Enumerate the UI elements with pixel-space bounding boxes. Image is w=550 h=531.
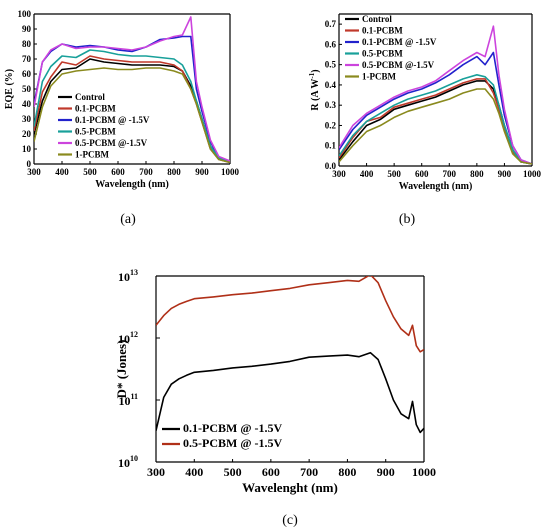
legend-label: 0.5-PCBM — [75, 127, 116, 137]
x-tick-label: 500 — [224, 465, 242, 479]
x-tick-label: 500 — [387, 169, 401, 179]
y-tick-label: 100 — [18, 9, 32, 19]
x-axis-title: Wavelength (nm) — [95, 179, 169, 190]
series-line-1-pcbm — [34, 67, 230, 164]
y-tick-label: 70 — [22, 54, 32, 64]
y-tick-label: 80 — [22, 39, 32, 49]
legend-label: 0.5-PCBM @ -1.5V — [183, 436, 282, 450]
x-tick-label: 700 — [443, 169, 457, 179]
x-tick-label: 600 — [415, 169, 429, 179]
y-tick-label: 0.2 — [325, 120, 337, 130]
chart-panel-a: 300 400 500 600 700 800 900 1000 0 10 20 30 40 50 60 70… — [4, 9, 240, 190]
y-tick-label: 30 — [22, 114, 32, 124]
legend-label: 0.5-PCBM — [362, 49, 403, 59]
x-tick-label: 300 — [332, 169, 346, 179]
y-tick-label: 1010 — [118, 454, 138, 470]
series-line-0-1-pcbm-1-5v — [339, 51, 532, 165]
y-tick-label: 60 — [22, 69, 32, 79]
legend-label: 0.1-PCBM @ -1.5V — [183, 421, 282, 435]
panel-label-b: (b) — [399, 212, 416, 227]
legend-label: Control — [75, 92, 105, 102]
chart-panel-b: 300 400 500 600 700 800 900 1000 0.0 0.1 0.2 0.3 0.4… — [308, 13, 542, 192]
series-line-0-5-pcbm-1-5v — [34, 16, 230, 162]
y-tick-label: 50 — [22, 84, 32, 94]
x-tick-label: 300 — [27, 167, 41, 177]
legend-label: 0.5-PCBM @-1.5V — [75, 138, 148, 148]
x-tick-label: 900 — [377, 465, 395, 479]
legend-label: 0.1-PCBM @ -1.5V — [362, 37, 437, 47]
series-line-0-1-pcbm-1-5v — [156, 351, 424, 434]
y-axis-title: EQE (%) — [4, 69, 15, 109]
x-tick-label: 900 — [498, 169, 512, 179]
legend-label: 1-PCBM — [362, 72, 396, 82]
x-tick-label: 900 — [195, 167, 209, 177]
y-axis-title: D* (Jones) — [114, 340, 129, 399]
panel-label-c: (c) — [282, 513, 298, 528]
x-tick-label: 800 — [167, 167, 181, 177]
series-line-0-5-pcbm — [339, 74, 532, 165]
x-tick-label: 400 — [360, 169, 374, 179]
series-line-0-5-pcbm — [34, 49, 230, 164]
legend-label: 1-PCBM — [75, 150, 109, 160]
y-tick-label: 0.6 — [325, 39, 337, 49]
x-tick-label: 1000 — [221, 167, 240, 177]
y-axis-title: R (A W-1) — [308, 69, 321, 110]
x-axis-title: Wavelength (nm) — [399, 181, 473, 192]
x-tick-label: 700 — [139, 167, 153, 177]
chart-panel-c: 300 400 500 600 700 800 900 1000 1010 1011 1012 101… — [114, 268, 436, 495]
y-tick-label: 0.3 — [325, 100, 337, 110]
series-line-0-5-pcbm-1-5v — [339, 25, 532, 165]
x-tick-label: 600 — [262, 465, 280, 479]
legend-label: 0.1-PCBM — [75, 104, 116, 114]
x-tick-label: 500 — [83, 167, 97, 177]
series-line-0-5-pcbm-1-5v — [156, 276, 424, 353]
x-tick-label: 800 — [338, 465, 356, 479]
series-line-1-pcbm — [339, 88, 532, 165]
panel-label-a: (a) — [120, 212, 136, 227]
y-tick-label: 1013 — [118, 268, 138, 284]
legend-label: 0.5-PCBM @-1.5V — [362, 60, 435, 70]
x-axis-title: Wavelenght (nm) — [242, 480, 338, 495]
x-tick-label: 700 — [300, 465, 318, 479]
x-tick-label: 300 — [147, 465, 165, 479]
y-tick-label: 40 — [22, 99, 32, 109]
y-tick-label: 0.0 — [325, 161, 337, 171]
y-tick-label: 0.1 — [325, 141, 337, 151]
legend-label: 0.1-PCBM — [362, 26, 403, 36]
legend-label: Control — [362, 14, 392, 24]
y-tick-label: 10 — [22, 144, 32, 154]
y-tick-label: 1011 — [118, 392, 138, 408]
y-tick-label: 1012 — [118, 330, 138, 346]
y-tick-label: 0.4 — [325, 80, 337, 90]
y-tick-label: 0 — [27, 159, 32, 169]
x-tick-label: 1000 — [523, 169, 542, 179]
y-tick-label: 20 — [22, 129, 32, 139]
x-tick-label: 400 — [185, 465, 203, 479]
x-tick-label: 1000 — [412, 465, 436, 479]
y-tick-label: 0.7 — [325, 19, 337, 29]
x-tick-label: 800 — [470, 169, 484, 179]
y-tick-label: 0.5 — [325, 60, 337, 70]
x-tick-label: 400 — [55, 167, 69, 177]
y-tick-label: 90 — [22, 24, 32, 34]
x-tick-label: 600 — [111, 167, 125, 177]
legend-label: 0.1-PCBM @ -1.5V — [75, 115, 150, 125]
